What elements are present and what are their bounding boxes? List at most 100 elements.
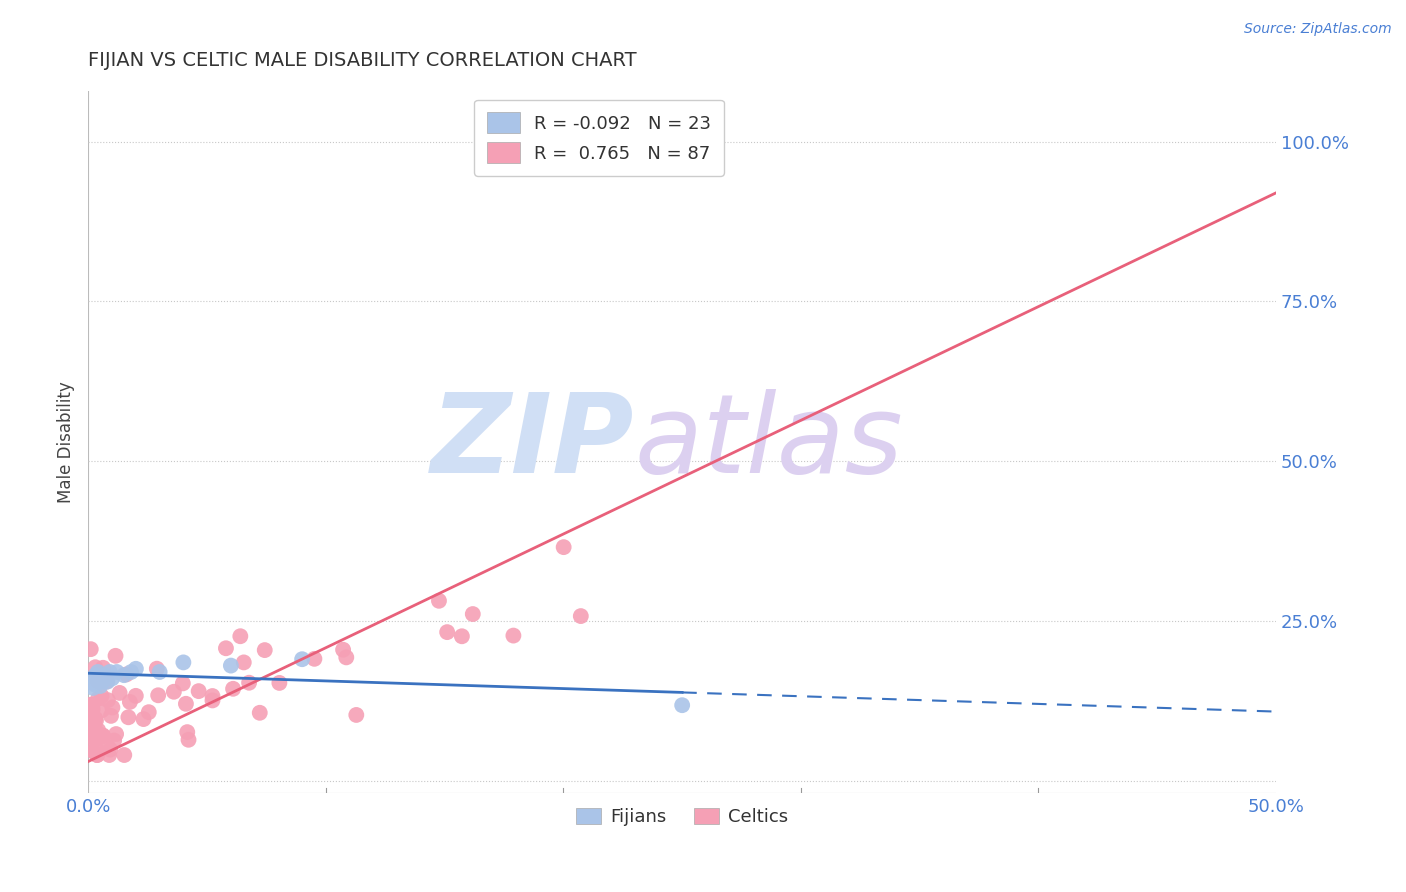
Point <box>86 728 108 742</box>
Point <box>502 629 524 643</box>
Point <box>115 667 138 681</box>
Point <box>91 729 114 743</box>
Point <box>187 684 209 698</box>
Point <box>82 717 104 731</box>
Point <box>84 668 107 682</box>
Point <box>89 679 111 693</box>
Point <box>120 665 142 679</box>
Point <box>96 674 118 689</box>
Point <box>105 727 128 741</box>
Point <box>436 625 458 640</box>
Text: atlas: atlas <box>634 389 903 496</box>
Point <box>553 540 575 554</box>
Point <box>146 662 169 676</box>
Point <box>232 656 254 670</box>
Point <box>461 607 484 621</box>
Point <box>304 652 326 666</box>
Point <box>82 681 104 695</box>
Point <box>80 698 103 712</box>
Point <box>87 665 110 679</box>
Point <box>80 714 103 728</box>
Point <box>90 703 112 717</box>
Point <box>91 674 114 689</box>
Point <box>222 681 245 696</box>
Point <box>89 731 111 745</box>
Point <box>138 705 160 719</box>
Point <box>96 674 118 689</box>
Point <box>82 712 104 726</box>
Point <box>86 747 108 762</box>
Point <box>427 594 450 608</box>
Point <box>172 676 194 690</box>
Point <box>84 714 107 728</box>
Point <box>84 678 107 692</box>
Point <box>174 697 197 711</box>
Point <box>80 725 103 739</box>
Point <box>117 710 139 724</box>
Point <box>101 700 124 714</box>
Point <box>80 742 103 756</box>
Point <box>201 693 224 707</box>
Point <box>84 732 107 747</box>
Point <box>80 723 103 737</box>
Point <box>80 698 103 712</box>
Point <box>89 728 111 742</box>
Point <box>253 643 276 657</box>
Point <box>249 706 271 720</box>
Point <box>82 709 104 723</box>
Point <box>87 674 110 689</box>
Point <box>80 701 103 715</box>
Point <box>98 747 121 762</box>
Point <box>569 609 592 624</box>
Point <box>82 672 104 686</box>
Point <box>82 702 104 716</box>
Point <box>91 729 114 743</box>
Point <box>451 629 474 643</box>
Point <box>80 674 103 689</box>
Point <box>84 711 107 725</box>
Point <box>97 739 120 754</box>
Point <box>671 698 693 713</box>
Point <box>97 693 120 707</box>
Point <box>83 727 105 741</box>
Point <box>215 641 238 656</box>
Legend: Fijians, Celtics: Fijians, Celtics <box>569 801 796 833</box>
Point <box>89 672 111 686</box>
Point <box>112 668 135 682</box>
Point <box>84 660 107 674</box>
Point <box>201 689 224 703</box>
Point <box>335 650 357 665</box>
Text: Source: ZipAtlas.com: Source: ZipAtlas.com <box>1244 22 1392 37</box>
Point <box>86 730 108 744</box>
Text: FIJIAN VS CELTIC MALE DISABILITY CORRELATION CHART: FIJIAN VS CELTIC MALE DISABILITY CORRELA… <box>89 51 637 70</box>
Point <box>98 665 121 679</box>
Point <box>87 674 110 689</box>
Point <box>86 747 108 762</box>
Point <box>176 725 198 739</box>
Point <box>90 689 112 703</box>
Point <box>101 672 124 686</box>
Point <box>80 725 103 739</box>
Point <box>80 728 103 742</box>
Point <box>238 675 260 690</box>
Point <box>332 642 354 657</box>
Point <box>177 732 200 747</box>
Point <box>172 656 194 670</box>
Point <box>80 721 103 735</box>
Point <box>94 668 117 682</box>
Point <box>112 747 135 762</box>
Point <box>219 658 242 673</box>
Point <box>125 662 148 676</box>
Point <box>87 744 110 758</box>
Point <box>104 648 127 663</box>
Point <box>98 742 121 756</box>
Point <box>229 629 252 643</box>
Point <box>87 723 110 738</box>
Point <box>105 665 128 679</box>
Point <box>103 733 125 747</box>
Point <box>146 688 169 702</box>
Point <box>80 719 103 733</box>
Text: ZIP: ZIP <box>432 389 634 496</box>
Point <box>83 720 105 734</box>
Point <box>80 642 103 657</box>
